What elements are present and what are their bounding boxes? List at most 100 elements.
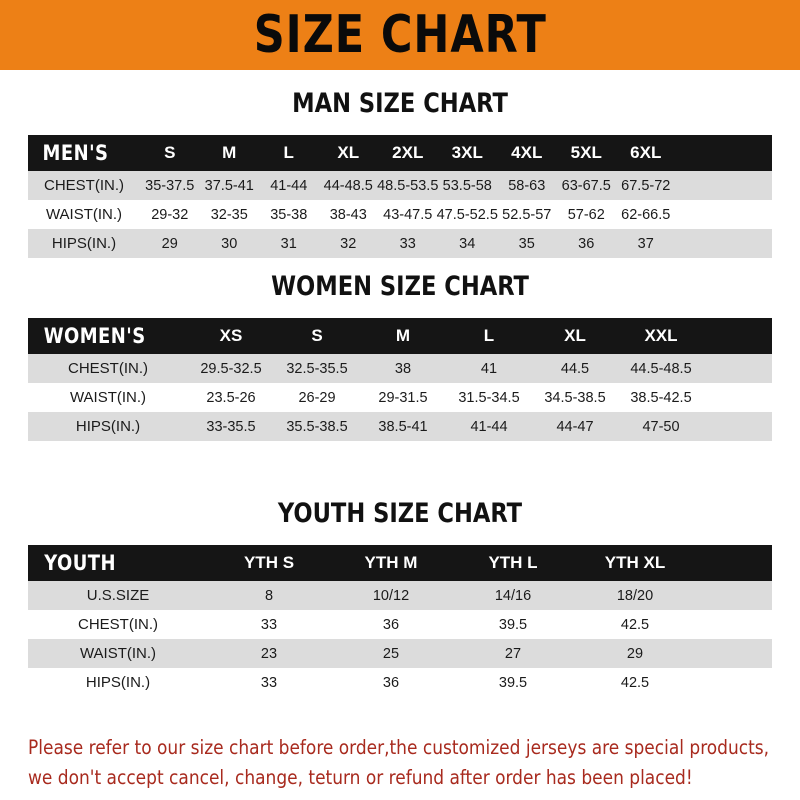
table-cell: 42.5 xyxy=(620,674,650,691)
table-cell: 39.5 xyxy=(498,674,528,691)
table-cell: 35.5-38.5 xyxy=(286,418,348,435)
table-cell: 27 xyxy=(504,645,522,662)
page-title: SIZE CHART xyxy=(253,5,547,65)
column-header-size: 2XL xyxy=(392,143,424,162)
row-label: WAIST(IN.) xyxy=(79,645,157,662)
table-cell: 8 xyxy=(264,587,274,604)
column-header-size: M xyxy=(222,143,237,162)
table-row: WAIST(IN.) 29-32 32-35 35-38 38-43 43-47.5 47.… xyxy=(28,200,772,229)
page-banner: SIZE CHART xyxy=(0,0,800,70)
table-cell: 33 xyxy=(260,616,278,633)
table-cell: 37.5-41 xyxy=(204,177,254,194)
table-cell: 36 xyxy=(382,616,400,633)
column-header-size: XL xyxy=(564,326,586,345)
table-cell: 53.5-58 xyxy=(442,177,492,194)
table-cell: 38.5-42.5 xyxy=(630,389,692,406)
table-cell: 33-35.5 xyxy=(206,418,256,435)
table-cell: 18/20 xyxy=(616,587,654,604)
table-cell: 41-44 xyxy=(270,177,308,194)
table-cell: 48.5-53.5 xyxy=(377,177,439,194)
table-cell: 26-29 xyxy=(298,389,336,406)
table-cell: 44.5 xyxy=(560,360,590,377)
table-cell: 30 xyxy=(221,235,238,252)
table-cell: 58-63 xyxy=(508,177,546,194)
table-cell: 32.5-35.5 xyxy=(286,360,348,377)
table-cell: 33 xyxy=(260,674,278,691)
table-cell: 47.5-52.5 xyxy=(436,206,498,223)
row-label: U.S.SIZE xyxy=(86,587,150,604)
table-cell: 62-66.5 xyxy=(621,206,671,223)
table-cell: 29-31.5 xyxy=(378,389,428,406)
table-row: WAIST(IN.) 23 25 27 29 xyxy=(28,639,772,668)
column-header-size: 6XL xyxy=(630,143,662,162)
table-cell: 34 xyxy=(459,235,476,252)
column-header-size: YTH XL xyxy=(604,553,666,572)
table-row: CHEST(IN.) 33 36 39.5 42.5 xyxy=(28,610,772,639)
table-cell: 32-35 xyxy=(210,206,248,223)
table-youth-size: YOUTH YTH S YTH M YTH L YTH XL U.S.SIZE 8 10/12… xyxy=(28,545,772,697)
table-cell: 36 xyxy=(578,235,595,252)
column-header-category: WOMEN'S xyxy=(43,324,146,348)
column-header-size: YTH S xyxy=(243,553,295,572)
table-cell: 33 xyxy=(399,235,416,252)
table-cell: 39.5 xyxy=(498,616,528,633)
table-cell: 31.5-34.5 xyxy=(458,389,520,406)
table-cell: 23.5-26 xyxy=(206,389,256,406)
footer-notice: Please refer to our size chart before or… xyxy=(28,733,769,793)
table-cell: 14/16 xyxy=(494,587,532,604)
table-cell: 47-50 xyxy=(642,418,680,435)
column-header-size: 5XL xyxy=(570,143,602,162)
table-cell: 10/12 xyxy=(372,587,410,604)
table-cell: 31 xyxy=(280,235,297,252)
table-cell: 25 xyxy=(382,645,400,662)
column-header-size: 4XL xyxy=(511,143,543,162)
row-label: HIPS(IN.) xyxy=(75,418,141,435)
table-row: HIPS(IN.) 29 30 31 32 33 34 35 36 37 xyxy=(28,229,772,258)
table-cell: 41 xyxy=(480,360,498,377)
table-cell: 32 xyxy=(340,235,357,252)
column-header-size: M xyxy=(395,326,411,345)
table-header-row: MEN'S S M L XL 2XL 3XL 4XL 5XL 6XL xyxy=(28,135,772,171)
table-cell: 44-47 xyxy=(556,418,594,435)
table-cell: 67.5-72 xyxy=(621,177,671,194)
column-header-size: XXL xyxy=(644,326,678,345)
column-header-size: XL xyxy=(337,143,360,162)
table-cell: 36 xyxy=(382,674,400,691)
column-header-size: 3XL xyxy=(451,143,483,162)
column-header-size: L xyxy=(283,143,294,162)
row-label: CHEST(IN.) xyxy=(68,360,148,377)
table-women-size: WOMEN'S XS S M L XL XXL CHEST(IN.) 29.5-32.5 32.5… xyxy=(28,318,772,441)
table-cell: 57-62 xyxy=(567,206,605,223)
table-row: U.S.SIZE 8 10/12 14/16 18/20 xyxy=(28,581,772,610)
column-header-size: XS xyxy=(219,326,243,345)
table-cell: 44.5-48.5 xyxy=(630,360,692,377)
table-row: HIPS(IN.) 33 36 39.5 42.5 xyxy=(28,668,772,697)
table-cell: 23 xyxy=(260,645,278,662)
column-header-size: YTH M xyxy=(364,553,418,572)
section-title-women: WOMEN SIZE CHART xyxy=(271,271,529,302)
table-row: CHEST(IN.) 35-37.5 37.5-41 41-44 44-48.5 48.5… xyxy=(28,171,772,200)
table-header-row: WOMEN'S XS S M L XL XXL xyxy=(28,318,772,354)
table-row: CHEST(IN.) 29.5-32.5 32.5-35.5 38 41 44.5 44.5… xyxy=(28,354,772,383)
table-cell: 63-67.5 xyxy=(561,177,611,194)
table-header-row: YOUTH YTH S YTH M YTH L YTH XL xyxy=(28,545,772,581)
row-label: CHEST(IN.) xyxy=(44,177,124,194)
table-cell: 29 xyxy=(626,645,644,662)
column-header-category: YOUTH xyxy=(44,551,116,575)
section-title-man: MAN SIZE CHART xyxy=(292,88,508,119)
column-header-size: L xyxy=(483,326,495,345)
table-cell: 42.5 xyxy=(620,616,650,633)
table-row: HIPS(IN.) 33-35.5 35.5-38.5 38.5-41 41-44 44-… xyxy=(28,412,772,441)
table-cell: 37 xyxy=(637,235,654,252)
column-header-category: MEN'S xyxy=(42,141,109,165)
table-cell: 35 xyxy=(518,235,535,252)
table-cell: 52.5-57 xyxy=(502,206,552,223)
column-header-size: S xyxy=(311,326,323,345)
table-cell: 29.5-32.5 xyxy=(200,360,262,377)
row-label: HIPS(IN.) xyxy=(51,235,117,252)
table-cell: 35-37.5 xyxy=(145,177,195,194)
footer-notice-line-2: we don't accept cancel, change, teturn o… xyxy=(28,766,693,789)
row-label: WAIST(IN.) xyxy=(45,206,123,223)
row-label: CHEST(IN.) xyxy=(78,616,158,633)
row-label: WAIST(IN.) xyxy=(69,389,147,406)
